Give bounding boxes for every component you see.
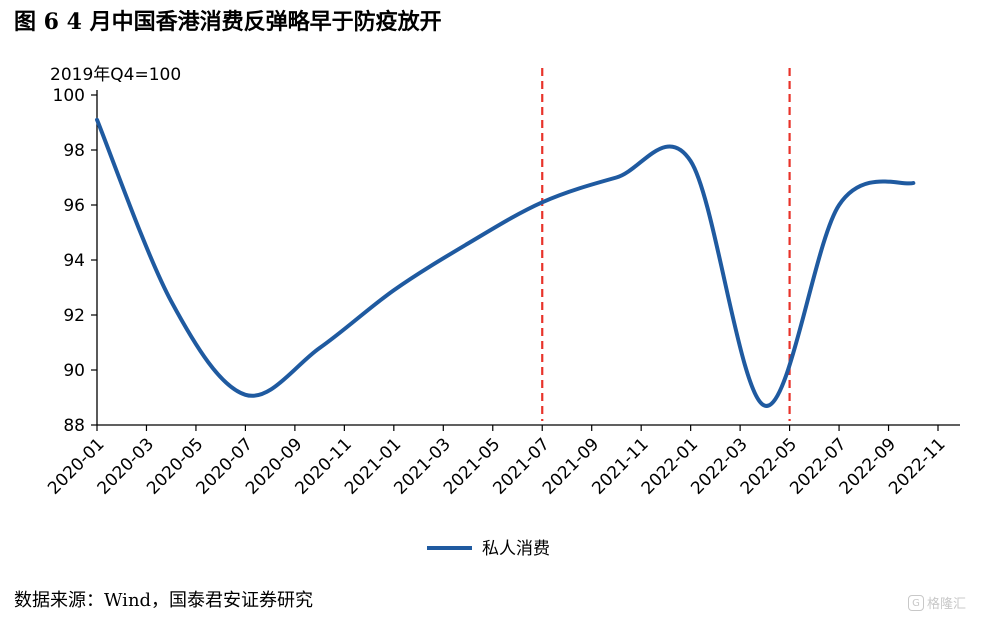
watermark-text: 格隆汇 xyxy=(927,597,967,612)
y-tick-label: 94 xyxy=(63,251,85,271)
series-line-private-consumption xyxy=(95,117,916,408)
y-tick-label: 90 xyxy=(63,361,85,381)
chart-title: 图 6 4 月中国香港消费反弹略早于防疫放开 xyxy=(14,9,442,35)
y-tick-label: 100 xyxy=(53,86,85,106)
y-tick-label: 98 xyxy=(63,141,85,161)
watermark: G 格隆汇 xyxy=(908,593,966,612)
x-axis: 2020-012020-032020-052020-072020-092020-… xyxy=(44,424,960,499)
unit-note: 2019年Q4=100 xyxy=(50,65,182,85)
y-tick-label: 92 xyxy=(63,306,85,326)
y-tick-label: 96 xyxy=(63,196,85,216)
y-axis: 88 90 92 94 96 98 100 xyxy=(53,86,98,436)
legend-label: 私人消费 xyxy=(482,539,550,559)
legend: 私人消费 xyxy=(427,539,550,559)
series-group xyxy=(95,117,916,408)
y-tick-label: 88 xyxy=(63,416,85,436)
watermark-logo-icon: G xyxy=(908,594,924,611)
reference-lines xyxy=(541,68,791,421)
data-source-note: 数据来源：Wind，国泰君安证券研究 xyxy=(14,590,314,611)
